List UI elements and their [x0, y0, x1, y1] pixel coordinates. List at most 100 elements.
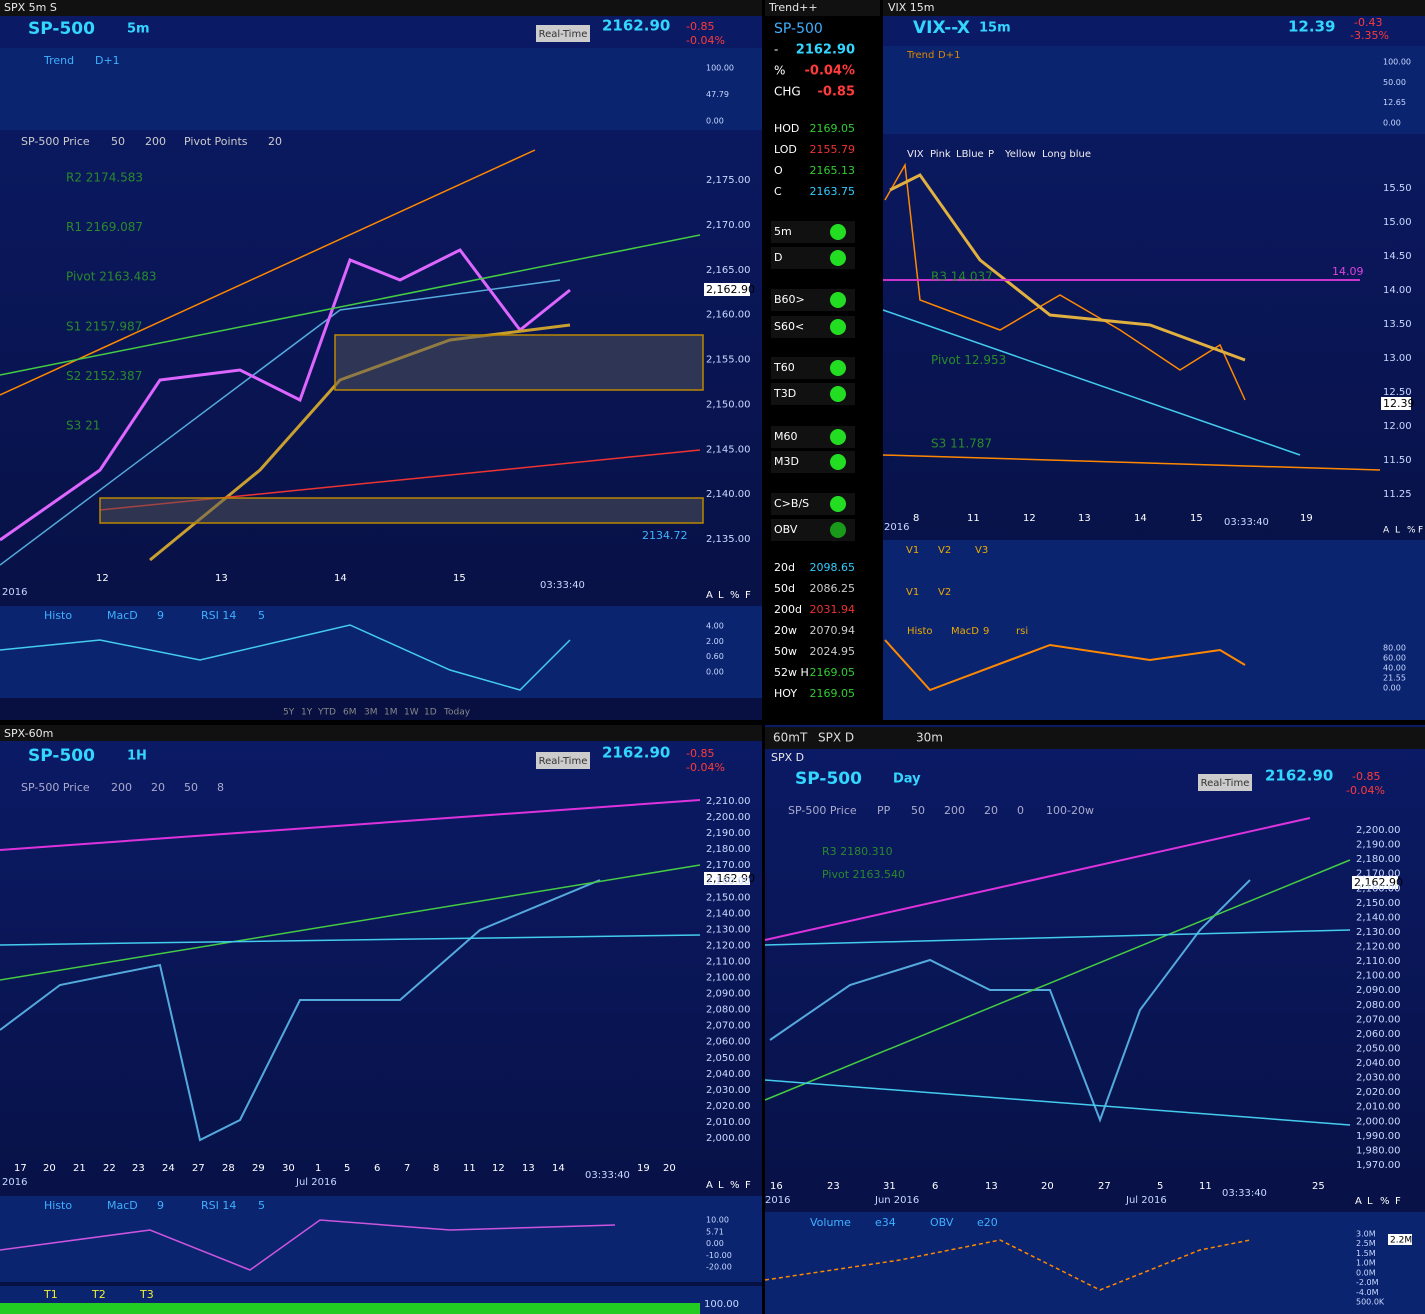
realtime-label[interactable]: Real-Time — [1201, 778, 1250, 789]
y-tick-label: 2,160.00 — [706, 310, 751, 321]
range-button[interactable]: YTD — [317, 708, 336, 718]
y-tick-label: 11.50 — [1383, 455, 1412, 466]
symbol[interactable]: SP-500 — [28, 19, 95, 39]
x-tick-label: 1 — [315, 1163, 321, 1174]
scale-button[interactable]: % — [730, 590, 740, 601]
percent: -0.04% — [686, 761, 725, 774]
symbol[interactable]: VIX--X — [913, 18, 970, 38]
x-tick-label: 29 — [252, 1163, 265, 1174]
interval[interactable]: 15m — [979, 21, 1011, 36]
x-tick-label: 13 — [1078, 513, 1091, 524]
level-label: 2134.72 — [642, 529, 688, 542]
indicator-label: 50 — [184, 781, 198, 794]
interval[interactable]: 5m — [127, 22, 150, 37]
scale-button[interactable]: F — [745, 1180, 751, 1191]
symbol[interactable]: SP-500 — [28, 746, 95, 766]
realtime-label[interactable]: Real-Time — [539, 29, 588, 40]
indicator-label: 9 — [157, 1199, 164, 1212]
trend-tick: 100.00 — [706, 64, 734, 73]
window-title: SPX-60m — [4, 727, 53, 740]
y-tick-label: 2,180.00 — [1356, 854, 1401, 865]
y-tick-label: 12.00 — [1383, 421, 1412, 432]
day-key: HOD — [774, 122, 799, 135]
trend-line — [0, 864, 701, 981]
signal-key: OBV — [774, 523, 798, 536]
interval[interactable]: 1H — [127, 749, 147, 764]
pivot-label: Pivot 2163.483 — [66, 270, 157, 284]
symbol[interactable]: SP-500 — [795, 769, 862, 789]
range-button[interactable]: 1Y — [301, 708, 313, 718]
trend-line — [0, 799, 701, 851]
price: 2162.90 — [602, 17, 670, 35]
realtime-label[interactable]: Real-Time — [539, 756, 588, 767]
symbol: SP-500 — [774, 21, 823, 37]
scale-button[interactable]: % — [730, 1180, 740, 1191]
scale-button[interactable]: A — [706, 590, 713, 601]
realtime-button[interactable] — [536, 752, 590, 769]
price-line — [0, 879, 601, 1142]
lower-pane — [0, 606, 762, 698]
last-box — [1352, 876, 1398, 889]
indicator-label: MacD — [107, 609, 138, 622]
range-button[interactable]: 1D — [424, 708, 437, 718]
zone — [334, 334, 704, 391]
scale-button[interactable]: % — [1380, 1196, 1390, 1207]
tab[interactable]: SPX D — [818, 731, 854, 745]
scale-button[interactable]: F — [745, 590, 751, 601]
scale-button[interactable]: L — [1395, 526, 1400, 536]
trend-band — [0, 1303, 700, 1314]
scale-button[interactable]: % — [1407, 526, 1416, 536]
range-button[interactable]: 3M — [364, 708, 378, 718]
range-button[interactable]: 1M — [384, 708, 398, 718]
x-tick-label: 11 — [1199, 1181, 1212, 1192]
scale-button[interactable]: L — [718, 1180, 724, 1191]
scale-button[interactable]: F — [1395, 1196, 1401, 1207]
volume-pane — [765, 1212, 1425, 1314]
range-button[interactable]: 1W — [404, 708, 419, 718]
scale-button[interactable]: F — [1418, 526, 1423, 536]
y-tick-label: 2,050.00 — [706, 1053, 751, 1064]
indicator-label: 0 — [1017, 804, 1024, 817]
range-button[interactable]: 5Y — [283, 708, 295, 718]
x-tick-label: 23 — [827, 1181, 840, 1192]
realtime-button[interactable] — [1198, 774, 1252, 791]
x-tick-label: 22 — [103, 1163, 116, 1174]
y-tick-label: 2,020.00 — [1356, 1087, 1401, 1098]
price: 2162.90 — [602, 744, 670, 762]
range-button[interactable]: Today — [443, 708, 471, 718]
scale-button[interactable]: A — [706, 1180, 713, 1191]
realtime-button[interactable] — [536, 25, 590, 42]
window-title: VIX 15m — [888, 1, 935, 14]
scale-button[interactable]: A — [1383, 526, 1390, 536]
tab[interactable]: 60mT — [773, 731, 808, 745]
x-tick-label: 15 — [453, 573, 466, 584]
ma-line — [0, 248, 571, 542]
y-tick-label: 2,080.00 — [706, 1005, 751, 1016]
indicator-label: SP-500 Price — [21, 781, 90, 794]
x-tick-label: 17 — [14, 1163, 27, 1174]
indicator-label: 50 — [111, 135, 125, 148]
interval[interactable]: Day — [893, 772, 921, 787]
scale-button[interactable]: L — [718, 590, 724, 601]
x-tick-label: 6 — [932, 1181, 938, 1192]
y-tick-label: 2,210.00 — [706, 796, 751, 807]
y-tick-label: 2,200.00 — [1356, 825, 1401, 836]
trend-line — [764, 1079, 1351, 1126]
y-tick-label: 2,100.00 — [1356, 971, 1401, 982]
y-tick-label: 2,120.00 — [1356, 942, 1401, 953]
title-bar — [883, 0, 1425, 16]
window-title: SPX 5m S — [4, 1, 57, 14]
range-button[interactable]: 6M — [343, 708, 357, 718]
scale-button[interactable]: L — [1367, 1196, 1373, 1207]
y-tick-label: 2,175.00 — [706, 175, 751, 186]
tab[interactable]: 30m — [916, 731, 943, 745]
indicator-label: Pink — [930, 149, 951, 160]
last-price: 2,162.90 — [706, 872, 755, 885]
scale-button[interactable]: A — [1355, 1196, 1362, 1207]
trend-tick: 0.00 — [1383, 119, 1401, 128]
change: -0.85 — [686, 747, 714, 760]
indicator-label: 5 — [258, 609, 265, 622]
indicator-label: Histo — [907, 626, 933, 637]
y-tick-label: 2,190.00 — [1356, 840, 1401, 851]
